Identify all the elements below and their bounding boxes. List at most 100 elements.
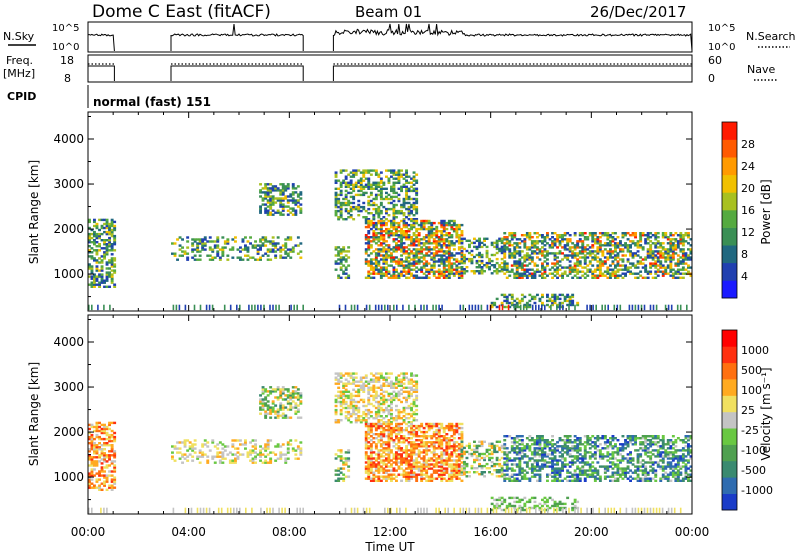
velocity-cell — [412, 473, 416, 476]
power-cell — [100, 259, 104, 262]
power-cell — [412, 223, 416, 227]
nave-label: Nave — [747, 63, 775, 76]
velocity-cell — [400, 417, 403, 420]
velocity-cell — [108, 450, 111, 453]
power-cell — [634, 236, 637, 239]
power-cell — [405, 276, 408, 279]
velocity-cell — [206, 459, 210, 462]
power-cell — [659, 242, 663, 245]
power-cell — [606, 268, 610, 271]
power-cell — [533, 242, 537, 245]
velocity-cell — [385, 449, 388, 452]
power-cell — [493, 270, 497, 273]
power-cell — [400, 234, 403, 237]
velocity-cell — [407, 386, 411, 389]
velocity-cell — [463, 467, 466, 470]
power-cell — [417, 234, 421, 237]
power-cell — [452, 242, 456, 245]
power-cell — [432, 242, 436, 245]
velocity-cell — [410, 374, 413, 377]
velocity-cell — [88, 472, 91, 475]
power-cell — [616, 264, 620, 267]
power-cell — [457, 274, 461, 277]
velocity-cell — [465, 456, 469, 460]
velocity-cell — [440, 424, 444, 428]
power-cell — [576, 301, 580, 305]
power-cell — [221, 248, 225, 251]
velocity-cell — [367, 447, 371, 450]
velocity-cell — [264, 416, 268, 419]
power-cell — [178, 248, 182, 251]
power-cell — [538, 299, 542, 303]
power-cell — [490, 253, 494, 257]
power-cell — [289, 236, 293, 239]
power-cell — [392, 173, 396, 176]
power-cell — [211, 258, 215, 261]
velocity-cell — [196, 457, 200, 460]
power-cell — [412, 244, 416, 247]
power-cell — [108, 285, 111, 288]
power-cell — [530, 240, 534, 243]
power-cell — [659, 254, 663, 257]
power-cell — [407, 205, 411, 209]
power-cell — [656, 250, 660, 253]
power-cell — [281, 197, 285, 200]
power-cell — [568, 295, 572, 299]
power-cell — [407, 244, 411, 247]
velocity-cell — [294, 392, 298, 395]
velocity-cell — [357, 392, 361, 396]
power-cell — [377, 193, 381, 197]
power-cell — [573, 234, 577, 237]
power-cell — [377, 221, 381, 225]
power-cell — [656, 232, 660, 235]
velocity-cell — [289, 392, 293, 395]
power-cell — [382, 183, 386, 186]
velocity-cell — [352, 406, 356, 410]
velocity-cell — [342, 382, 346, 385]
power-cell — [359, 171, 363, 174]
power-cell — [671, 254, 675, 257]
velocity-cell — [405, 400, 408, 404]
power-cell — [372, 232, 376, 235]
power-cell — [88, 265, 91, 268]
power-cell — [598, 262, 602, 265]
power-cell — [513, 250, 517, 253]
power-cell — [377, 219, 381, 223]
power-cell — [367, 212, 371, 215]
power-cell — [440, 274, 444, 277]
power-cell — [226, 238, 230, 241]
velocity-cell — [344, 400, 348, 404]
power-cell — [337, 199, 341, 203]
power-cell — [430, 258, 434, 261]
velocity-cell — [339, 404, 343, 408]
velocity-cell — [98, 442, 101, 445]
velocity-cell — [457, 443, 461, 446]
power-ground-cell — [356, 304, 359, 311]
power-cell — [455, 223, 459, 227]
velocity-cell — [251, 457, 255, 460]
velocity-cell — [274, 445, 278, 448]
power-cell — [337, 197, 341, 201]
velocity-cell — [95, 472, 99, 475]
velocity-cell — [95, 486, 99, 489]
power-cell — [296, 205, 300, 208]
power-cell — [430, 232, 434, 235]
velocity-cell — [390, 469, 393, 472]
velocity-cell — [447, 479, 451, 482]
power-cell — [541, 252, 544, 255]
velocity-cell — [95, 423, 99, 427]
power-cell — [417, 244, 421, 247]
power-cell — [463, 253, 466, 257]
velocity-cell — [435, 453, 439, 456]
velocity-cell — [337, 378, 341, 381]
velocity-cell — [455, 441, 459, 444]
power-cell — [208, 254, 212, 257]
power-cell — [420, 227, 424, 231]
power-cell — [649, 270, 653, 273]
velocity-cell — [385, 453, 388, 456]
velocity-cell — [176, 441, 179, 444]
power-cell — [442, 227, 446, 231]
velocity-cell — [271, 400, 275, 403]
power-cell — [551, 244, 554, 247]
power-cell — [440, 244, 444, 247]
